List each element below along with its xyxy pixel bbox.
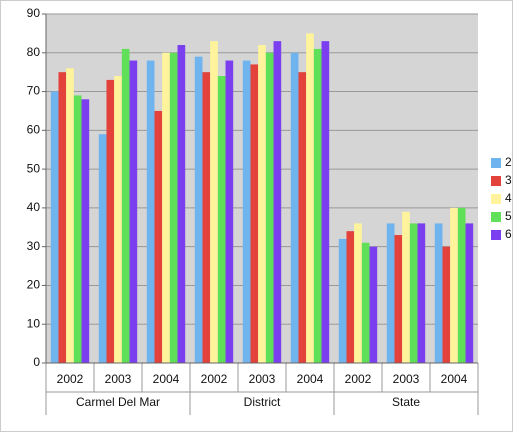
bar [66,68,74,364]
legend-label: 5 [505,209,512,223]
y-tick-label: 30 [27,239,41,253]
bar [169,52,178,364]
bar [154,110,163,363]
bar [106,79,115,363]
bar [457,207,466,363]
x-tick-label: 2003 [249,372,276,386]
y-tick-label: 50 [27,161,41,175]
bar [250,64,259,364]
bar [434,223,443,363]
bar [210,41,218,364]
bar [73,95,82,363]
bar [217,76,226,364]
y-tick-label: 90 [27,6,41,20]
bar [114,76,122,364]
bar [321,41,330,364]
bar [258,45,266,364]
bar [121,48,130,364]
bar [465,223,474,363]
bar [298,72,307,364]
bar [162,52,170,364]
bar [361,242,370,363]
bar [442,246,451,363]
bar [313,48,322,364]
bar [146,60,155,364]
x-tick-label: 2002 [57,372,84,386]
bar [402,211,410,363]
bar [265,52,274,364]
bar [394,235,403,363]
group-label: District [244,395,281,409]
x-tick-label: 2002 [345,372,372,386]
x-tick-label: 2004 [153,372,180,386]
group-label: State [392,395,420,409]
bar [338,238,347,363]
bar [58,72,67,364]
bar [81,99,90,364]
legend-swatch [491,194,501,204]
bar [369,246,378,363]
legend-swatch [491,158,501,168]
bar [450,207,458,363]
y-tick-label: 60 [27,123,41,137]
bar [242,60,251,364]
x-tick-label: 2003 [105,372,132,386]
bar [129,60,138,364]
y-tick-label: 0 [33,355,40,369]
y-tick-label: 70 [27,84,41,98]
x-tick-label: 2004 [441,372,468,386]
bar [50,91,59,364]
x-tick-label: 2004 [297,372,324,386]
legend-swatch [491,230,501,240]
legend-label: 3 [505,173,512,187]
legend-label: 6 [505,227,512,241]
legend-swatch [491,176,501,186]
y-tick-label: 80 [27,45,41,59]
bar [354,223,362,363]
group-label: Carmel Del Mar [76,395,160,409]
bar [290,52,299,364]
x-tick-label: 2003 [393,372,420,386]
bar [417,223,426,363]
y-tick-label: 10 [27,316,41,330]
bar [225,60,234,364]
legend-swatch [491,212,501,222]
bar [177,45,186,364]
legend-label: 2 [505,155,512,169]
bar [98,134,107,363]
y-tick-label: 20 [27,278,41,292]
legend-label: 4 [505,191,512,205]
bar [409,223,418,363]
bar [386,223,395,363]
bar [306,33,314,364]
bar [194,56,203,364]
bar [273,41,282,364]
x-tick-label: 2002 [201,372,228,386]
y-tick-label: 40 [27,200,41,214]
bar [202,72,211,364]
bar [346,231,355,363]
